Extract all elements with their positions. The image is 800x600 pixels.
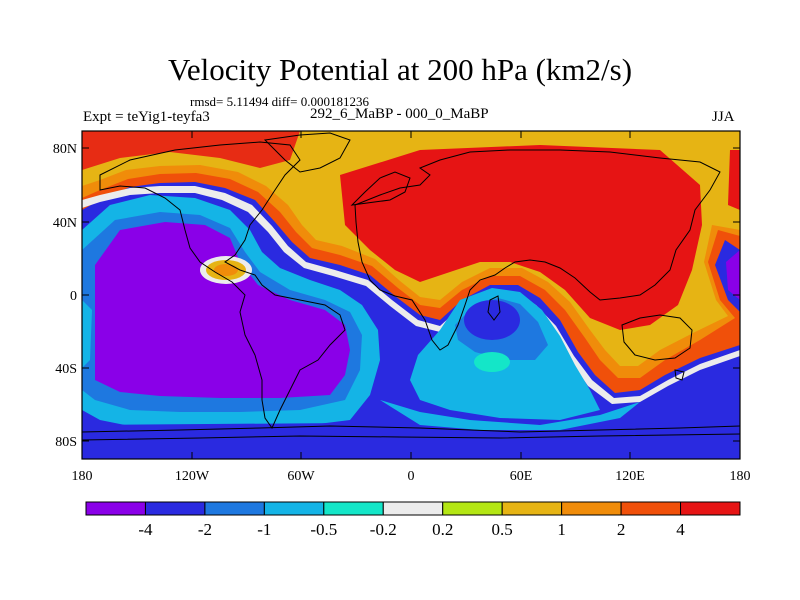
colorbar-label: 2 [617,520,626,539]
colorbar-label: 0.5 [492,520,513,539]
longitude-tick-label: 120E [615,469,645,484]
colorbar-swatch [501,501,563,516]
colorbar-swatch [204,501,265,516]
latitude-tick-label: 80S [55,435,77,450]
colorbar-label: -0.2 [370,520,397,539]
longitude-tick-label: 180 [72,469,93,484]
colorbar-swatch [442,501,503,516]
latitude-tick-label: 80N [53,142,77,157]
longitude-axis: 180 120W 60W 0 60E 120E 180 [72,131,751,484]
colorbar-label: 1 [557,520,566,539]
colorbar-label: 0.2 [432,520,453,539]
colorbar-label: -2 [198,520,212,539]
colorbar-swatch [561,501,622,516]
colorbar-label: -0.5 [310,520,337,539]
longitude-tick-label: 60E [510,469,533,484]
case-comparison-label: 292_6_MaBP - 000_0_MaBP [310,106,489,122]
colorbar-label: -4 [138,520,153,539]
velocity-potential-field [82,131,740,459]
colorbar-label: 4 [676,520,685,539]
colorbar-swatch [620,501,682,516]
experiment-label: Expt = teYig1-teyfa3 [83,109,210,125]
colorbar-swatch [144,501,206,516]
colorbar-swatch [680,501,741,516]
longitude-tick-label: 0 [408,469,415,484]
longitude-tick-label: 60W [287,469,315,484]
colorbar-swatch [323,501,384,516]
map-title: Velocity Potential at 200 hPa (km2/s) [167,52,633,87]
season-label: JJA [712,109,735,125]
latitude-axis: 80N 40N 0 40S 80S [53,142,740,450]
colorbar-legend: -4 -2 -1 -0.5 -0.2 0.2 0.5 1 2 4 [85,501,741,539]
colorbar-swatch [85,501,146,516]
colorbar-swatch [263,501,325,516]
latitude-tick-label: 0 [70,289,77,304]
latitude-tick-label: 40S [55,362,77,377]
rmsd-diff-stats: rmsd= 5.11494 diff= 0.000181236 [190,94,369,109]
continent-outlines [82,132,740,441]
colorbar-label: -1 [257,520,271,539]
colorbar-swatch [382,501,444,516]
longitude-tick-label: 180 [730,469,751,484]
longitude-tick-label: 120W [175,469,210,484]
latitude-tick-label: 40N [53,216,77,231]
